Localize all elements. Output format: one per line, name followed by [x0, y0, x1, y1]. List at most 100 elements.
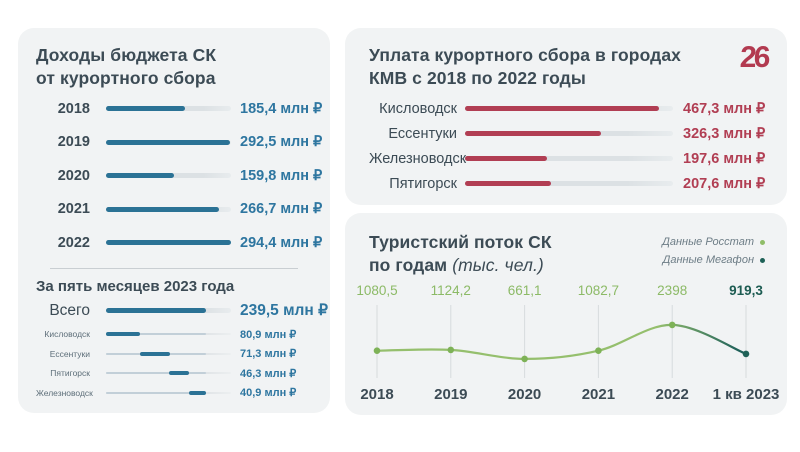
- bar-value: 294,4 млн ₽: [240, 234, 323, 251]
- budget-title: Доходы бюджета СК от курортного сбора: [36, 44, 312, 90]
- value-label: 1124,2: [431, 283, 471, 298]
- total-extent-line: [106, 333, 206, 336]
- bar-track: [465, 131, 673, 137]
- kmv-city-label: Кисловодск: [379, 100, 457, 117]
- flow-title-line2: по годам: [369, 255, 448, 276]
- city-bar-row: Пятигорск 46,3 млн ₽: [36, 364, 312, 384]
- bar-track: [106, 206, 231, 212]
- data-point: [668, 321, 676, 329]
- legend-label: Данные Росстат: [662, 236, 754, 248]
- kmv-bar-row: Железноводск 197,6 млн ₽: [369, 146, 766, 171]
- total-value: 239,5 млн ₽: [240, 302, 328, 320]
- data-point: [595, 347, 602, 354]
- logo-26: 26: [738, 41, 768, 74]
- total-row-wrap: Всего 239,5 млн ₽: [36, 297, 328, 325]
- flow-chart-svg: 1080,5 2018 1124,2 2019 661,1 2020 1082,7 2021 2…: [356, 283, 780, 403]
- bar-row: 2022 294,4 млн ₽: [36, 226, 323, 260]
- flow-title-line1: Туристский поток СК: [369, 232, 552, 252]
- total-label: Всего: [49, 301, 90, 319]
- bar-track: [106, 351, 231, 356]
- bar-value: 326,3 млн ₽: [683, 125, 766, 142]
- kmv-city-label: Железноводск: [369, 150, 467, 167]
- bar-fill: [106, 308, 206, 314]
- kmv-city-rows: Кисловодск 467,3 млн ₽ Ессентуки 326,3 млн …: [369, 96, 766, 196]
- bar-track: [106, 332, 231, 337]
- total-extent-line: [106, 391, 206, 394]
- value-label: 1080,5: [356, 283, 397, 298]
- waterfall-segment: [106, 332, 140, 337]
- panel-tourist-flow: Туристский поток СК по годам (тыс. чел.)…: [345, 213, 787, 415]
- kmv-title: Уплата курортного сбора в городах КМВ с …: [369, 44, 763, 90]
- city-label: Железноводск: [36, 387, 93, 398]
- budget-title-line1: Доходы бюджета СК: [36, 45, 217, 65]
- bar-fill: [465, 156, 548, 162]
- subtitle-2023: За пять месяцев 2023 года: [36, 277, 235, 295]
- bar-value: 467,3 млн ₽: [683, 100, 766, 117]
- year-label: 2020: [57, 167, 90, 184]
- bar-track: [465, 181, 673, 187]
- panel-budget-revenues: Доходы бюджета СК от курортного сбора 20…: [18, 28, 330, 413]
- bar-value: 197,6 млн ₽: [683, 150, 766, 167]
- legend-item: Данные Росстат: [662, 233, 765, 251]
- flow-units: (тыс. чел.): [452, 255, 544, 276]
- waterfall-segment: [139, 351, 170, 356]
- flow-legend: Данные Росстат Данные Мегафон: [662, 233, 765, 269]
- flow-line: [376, 323, 747, 361]
- year-label: 2018: [57, 100, 90, 117]
- kmv-bar-row: Кисловодск 467,3 млн ₽: [369, 96, 766, 121]
- budget-year-rows: 2018 185,4 млн ₽ 2019 292,5 млн ₽ 2020 159,8 …: [36, 92, 323, 260]
- kmv-city-label: Ессентуки: [388, 125, 457, 142]
- city-rows-2023: Кисловодск 80,9 млн ₽ Ессентуки 71,3 млн ₽ П…: [36, 325, 312, 403]
- kmv-bar-row: Пятигорск 207,6 млн ₽: [369, 171, 766, 196]
- value-label: 661,1: [508, 283, 542, 298]
- rosstat-dot: [760, 239, 765, 245]
- year-axis-label: 2020: [508, 386, 541, 403]
- waterfall-segment: [169, 371, 189, 376]
- data-point: [742, 350, 750, 358]
- bar-row: 2021 266,7 млн ₽: [36, 193, 323, 227]
- year-label: 2019: [57, 134, 90, 151]
- city-value: 40,9 млн ₽: [240, 387, 297, 400]
- kmv-bar-row: Ессентуки 326,3 млн ₽: [369, 121, 766, 146]
- year-axis-label: 2021: [582, 386, 615, 403]
- bar-track: [465, 156, 673, 162]
- bar-fill: [465, 131, 601, 137]
- year-label: 2022: [57, 234, 90, 251]
- bar-track: [106, 173, 231, 179]
- data-point: [373, 347, 381, 354]
- bar-fill: [465, 106, 660, 112]
- year-label: 2021: [57, 201, 90, 218]
- bar-track: [106, 371, 231, 376]
- data-point: [521, 355, 528, 363]
- megafon-dot: [760, 257, 765, 263]
- budget-title-line2: от курортного сбора: [36, 68, 216, 89]
- bar-track: [106, 390, 231, 395]
- bar-track: [106, 240, 231, 246]
- bar-fill: [106, 206, 219, 212]
- bar-track: [106, 139, 231, 145]
- year-axis-label: 2018: [360, 386, 393, 403]
- bar-value: 266,7 млн ₽: [240, 201, 323, 218]
- bar-row: 2019 292,5 млн ₽: [36, 126, 323, 160]
- year-axis-label: 2019: [434, 386, 467, 403]
- data-point: [447, 346, 455, 354]
- bar-track: [465, 106, 673, 112]
- bar-value: 185,4 млн ₽: [240, 100, 323, 117]
- bar-fill: [106, 240, 231, 246]
- kmv-title-line2: КМВ с 2018 по 2022 годы: [369, 68, 586, 89]
- value-label: 1082,7: [578, 283, 619, 298]
- city-value: 80,9 млн ₽: [240, 328, 297, 341]
- section-divider: [50, 267, 298, 269]
- bar-row: 2018 185,4 млн ₽: [36, 92, 323, 126]
- bar-fill: [106, 106, 185, 112]
- total-extent-line: [106, 372, 206, 375]
- city-bar-row: Ессентуки 71,3 млн ₽: [36, 344, 312, 364]
- year-axis-label: 1 кв 2023: [713, 386, 780, 403]
- bar-value: 207,6 млн ₽: [683, 175, 766, 192]
- bar-track: [106, 106, 231, 112]
- bar-fill: [465, 181, 552, 187]
- bar-row: 2020 159,8 млн ₽: [36, 159, 323, 193]
- city-label: Ессентуки: [49, 348, 90, 359]
- bar-fill: [106, 139, 230, 145]
- kmv-title-line1: Уплата курортного сбора в городах: [369, 45, 682, 65]
